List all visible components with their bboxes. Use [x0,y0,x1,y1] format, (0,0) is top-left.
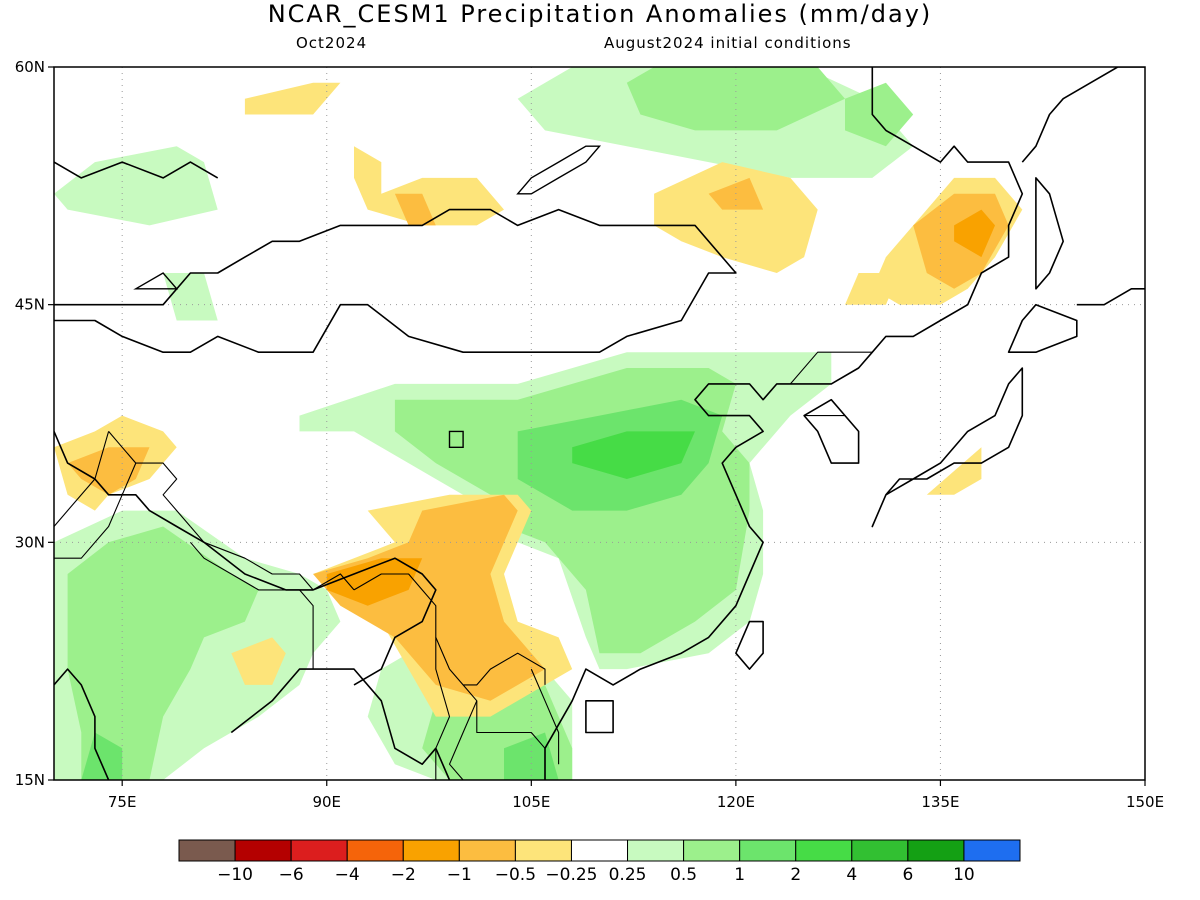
colorbar-swatch [570,839,629,862]
colorbar-label: 4 [846,865,857,885]
lon-tick-label: 75E [108,793,137,811]
anomaly-region [394,193,436,226]
colorbar-swatch [290,839,348,862]
coastline [1076,287,1145,306]
colorbar-swatch [963,839,1021,862]
target-month-label: Oct2024 [296,34,368,52]
country-border [530,668,560,765]
country-border [108,431,191,527]
colorbar-label: −10 [217,865,253,885]
anomaly-regions-layer [54,67,1023,780]
country-border [448,700,478,780]
colorbar-swatch [346,839,404,862]
colorbar-swatch [739,839,797,862]
coastline [54,668,110,780]
colorbar-swatch [458,839,516,862]
map-frame [53,66,1146,781]
anomaly-region [81,732,123,780]
colorbar-swatch [402,839,460,862]
lon-tick-label: 105E [512,793,550,811]
anomaly-region [845,82,914,147]
country-border [435,637,451,780]
lake-outline [133,272,179,290]
colorbar-label: −6 [279,865,304,885]
anomaly-region [354,146,504,226]
colorbar-label: −4 [335,865,360,885]
colorbar-label: 10 [953,865,975,885]
country-border [54,431,110,527]
lat-tick-label: 45N [15,296,45,314]
colorbar: −10 −6 −4 −2 −1 −0.5 −0.25 0.25 0.5 1 2 4 6 10 [178,839,1021,885]
map-title: NCAR_CESM1 Precipitation Anomalies (mm/d… [267,0,933,28]
anomaly-region [163,273,218,321]
coastline [735,620,764,670]
coastline [585,699,614,734]
colorbar-label: −0.5 [495,865,536,885]
anomaly-region [54,146,218,226]
country-border [353,573,546,686]
colorbar-label: −2 [391,865,416,885]
lon-tick-label: 135E [921,793,959,811]
axis-ticks-layer: 75E 90E 105E 120E 135E 150E 60N 45N 30N 15N [15,58,1164,811]
coastline [230,668,451,780]
initial-conditions-label: August2024 initial conditions [604,34,852,52]
coastline [1021,67,1145,163]
anomaly-region [67,526,259,780]
anomaly-region [231,637,286,685]
coastline [54,161,219,179]
country-border [189,526,355,591]
colorbar-label: 1 [734,865,745,885]
colorbar-swatch [683,839,741,862]
coastline [871,367,1024,528]
colorbar-swatch [514,839,572,862]
lat-tick-label: 60N [15,58,45,76]
lat-tick-label: 30N [15,533,45,551]
colorbar-swatch [851,839,909,862]
lake-outline [448,430,464,448]
anomaly-region [926,447,982,495]
anomaly-region [626,67,845,131]
lon-tick-label: 120E [717,793,755,811]
coastline [462,67,1024,780]
anomaly-region [326,558,423,606]
colorbar-swatch [627,839,685,862]
colorbar-swatch [234,839,292,862]
coastline [1035,177,1064,290]
lon-tick-label: 90E [312,793,341,811]
colorbar-label: −1 [447,865,472,885]
colorbar-label: 6 [902,865,913,885]
colorbar-swatch [907,839,965,862]
colorbar-swatch [795,839,853,862]
anomaly-region [244,82,341,115]
lon-tick-label: 150E [1126,793,1164,811]
anomaly-region [954,209,995,258]
coastline [803,398,860,464]
country-border [789,351,873,385]
anomaly-region [572,431,695,479]
colorbar-label: −0.25 [545,865,597,885]
coastlines-layer [54,67,1145,780]
country-border [299,589,314,670]
anomaly-region [67,447,150,495]
country-border [189,541,300,591]
colorbar-swatch [178,839,236,862]
colorbar-label: 2 [790,865,801,885]
colorbar-label: 0.5 [670,865,697,885]
colorbar-label: 0.25 [609,865,647,885]
coastline [1007,303,1078,354]
coastline [54,208,737,354]
lake-outline [516,145,602,195]
country-border [54,462,137,559]
lat-tick-label: 15N [15,771,45,789]
